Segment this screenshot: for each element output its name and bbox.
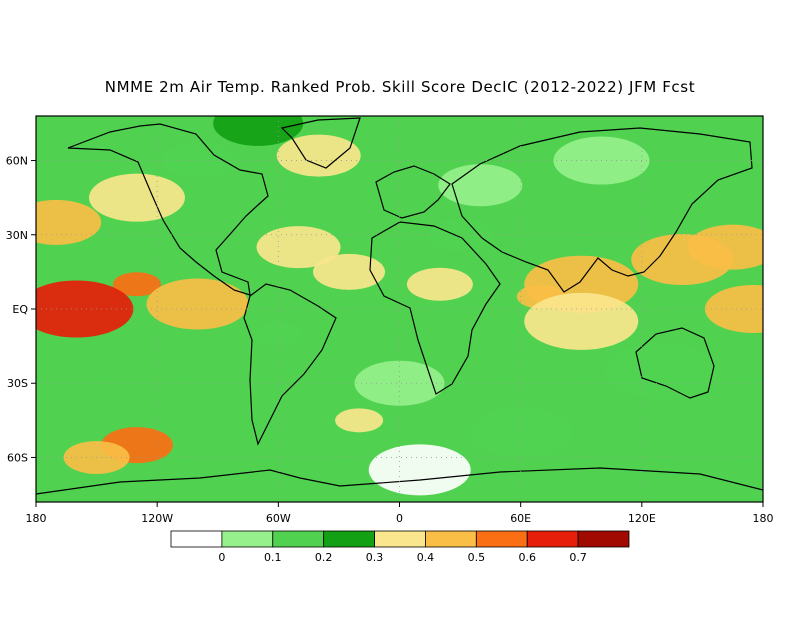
skill-region <box>406 267 473 301</box>
x-tick-label: 60W <box>266 512 291 525</box>
skill-region <box>687 224 763 270</box>
colorbar-swatch <box>526 530 579 548</box>
asia-outline <box>451 127 753 293</box>
colorbar-swatch <box>272 530 325 548</box>
x-tick-label: 0 <box>396 512 403 525</box>
colorbar-swatch <box>170 530 223 548</box>
colorbar-label: 0 <box>218 551 225 564</box>
north-america-outline <box>67 123 269 296</box>
colorbar-label: 0.2 <box>315 551 333 564</box>
longitude-axis: 180 120W 60W 0 60E 120E 180 <box>26 502 774 525</box>
gridlines <box>36 116 763 502</box>
map-title: NMME 2m Air Temp. Ranked Prob. Skill Sco… <box>104 78 696 96</box>
skill-region <box>276 134 361 177</box>
skill-region <box>354 360 445 406</box>
y-tick-label: EQ <box>12 303 28 316</box>
europe-outline <box>375 165 451 219</box>
skill-region <box>254 321 303 346</box>
colorbar-swatch <box>323 530 375 548</box>
colorbar: 0 0.1 0.2 0.3 0.4 0.5 0.6 0.7 <box>170 530 630 564</box>
skill-region <box>146 278 249 330</box>
skill-region <box>161 142 234 179</box>
south-america-outline <box>243 283 337 446</box>
skill-field <box>36 116 763 496</box>
skill-region <box>368 444 471 496</box>
skill-region <box>112 272 161 297</box>
colorbar-swatch <box>425 530 477 548</box>
skill-region <box>36 199 102 245</box>
skill-region <box>704 285 763 333</box>
skill-region <box>524 292 639 350</box>
colorbar-label: 0.1 <box>264 551 282 564</box>
x-tick-label: 180 <box>26 512 47 525</box>
x-tick-label: 180 <box>753 512 774 525</box>
colorbar-swatch <box>221 530 274 548</box>
skill-region <box>256 226 341 269</box>
colorbar-swatch <box>475 530 528 548</box>
skill-region <box>36 280 134 338</box>
greenland-outline <box>280 117 361 169</box>
coastlines <box>36 117 763 495</box>
colorbar-label: 0.5 <box>468 551 486 564</box>
australia-outline <box>635 327 715 399</box>
africa-outline <box>369 221 501 395</box>
colorbar-label: 0.4 <box>417 551 435 564</box>
x-tick-label: 120W <box>141 512 173 525</box>
colorbar-label: 0.3 <box>366 551 384 564</box>
skill-region <box>469 407 572 459</box>
skill-region <box>213 116 304 146</box>
colorbar-swatch <box>374 530 426 548</box>
skill-region <box>427 218 494 252</box>
skill-region <box>605 342 720 400</box>
skill-region <box>313 253 386 290</box>
x-tick-label: 60E <box>510 512 531 525</box>
colorbar-label: 0.7 <box>569 551 587 564</box>
colorbar-label: 0.6 <box>518 551 536 564</box>
latitude-axis: 60N 30N EQ 30S 60S <box>6 155 36 464</box>
y-tick-label: 60S <box>7 451 28 464</box>
antarctica-outline <box>36 467 763 495</box>
x-tick-label: 120E <box>628 512 656 525</box>
y-tick-label: 30S <box>7 377 28 390</box>
skill-region <box>438 164 523 207</box>
skill-region <box>88 173 185 222</box>
y-tick-label: 60N <box>6 155 28 168</box>
y-tick-label: 30N <box>6 229 28 242</box>
colorbar-swatch <box>577 530 630 548</box>
skill-region <box>335 408 384 433</box>
